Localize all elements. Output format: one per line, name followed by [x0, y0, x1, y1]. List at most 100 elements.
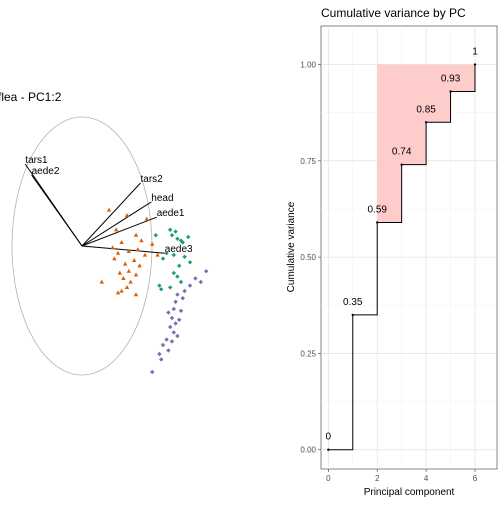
variable-label-head: head — [151, 193, 173, 204]
variable-label-tars2: tars2 — [141, 174, 164, 185]
point-series1-11 — [177, 263, 182, 268]
point-series2-16 — [175, 333, 180, 339]
point-series2-11 — [169, 315, 175, 321]
value-label: 0.85 — [416, 104, 436, 115]
point-series0-24 — [119, 288, 124, 293]
arrow-head — [81, 201, 152, 247]
arrow-aede3 — [81, 245, 165, 254]
point-series2-1 — [193, 276, 198, 281]
y-axis-ticks: 0.00 0.25 0.50 0.75 1.00 — [300, 61, 321, 455]
point-series0-23 — [124, 285, 130, 289]
point-series1-16 — [168, 285, 173, 290]
point-series1-9 — [182, 254, 187, 259]
y-tick-label: 0.75 — [300, 157, 316, 166]
x-tick-label: 2 — [375, 474, 380, 483]
step-marker — [424, 121, 428, 124]
x-tick-label: 0 — [326, 474, 331, 483]
y-tick-label: 0.50 — [300, 253, 316, 262]
point-series1-12 — [160, 256, 166, 261]
step-markers — [327, 63, 477, 451]
cumvar-panel: Cumulative variance by PC 00.350.590.740… — [286, 6, 498, 498]
variable-label-aede1: aede1 — [157, 208, 185, 219]
arrow-aede1 — [81, 216, 157, 247]
point-series2-3 — [187, 283, 193, 288]
point-series0-18 — [117, 270, 122, 275]
point-series0-4 — [133, 232, 139, 237]
point-series2-15 — [171, 330, 176, 335]
x-axis-ticks: 0 2 4 6 — [326, 469, 478, 483]
point-series0-2 — [114, 227, 119, 232]
x-tick-label: 4 — [424, 474, 429, 483]
value-label: 0.35 — [343, 297, 363, 308]
step-marker — [376, 221, 379, 224]
biplot-title: flea - PC1:2 — [0, 90, 62, 104]
point-series2-17 — [164, 337, 169, 342]
y-axis-label: Cumulative variance — [286, 201, 297, 292]
point-series1-10 — [187, 260, 193, 265]
point-series2-12 — [177, 317, 182, 322]
point-series2-20 — [157, 351, 162, 357]
x-axis-label: Principal component — [364, 487, 455, 498]
point-series1-18 — [159, 287, 164, 292]
point-series2-19 — [166, 348, 171, 353]
point-series0-22 — [99, 279, 104, 284]
point-series0-7 — [150, 241, 155, 246]
point-series0-27 — [155, 252, 160, 257]
point-series2-2 — [198, 279, 203, 285]
point-series0-3 — [144, 216, 149, 221]
point-series1-1 — [175, 236, 180, 241]
point-series0-6 — [139, 238, 144, 243]
value-label: 0.93 — [441, 73, 461, 84]
point-series0-16 — [137, 263, 142, 268]
x-tick-label: 6 — [473, 474, 478, 483]
step-marker — [327, 448, 330, 451]
arrow-aede2 — [31, 174, 83, 247]
point-series0-20 — [121, 276, 126, 280]
point-series0-10 — [135, 247, 140, 252]
arrow-tars2 — [81, 182, 141, 247]
point-series0-21 — [128, 279, 133, 284]
variable-label-aede2: aede2 — [32, 166, 60, 177]
point-series0-12 — [142, 252, 148, 257]
point-series0-5 — [119, 240, 124, 244]
point-series2-7 — [173, 299, 178, 304]
variable-label-aede3: aede3 — [165, 244, 193, 255]
point-series2-22 — [150, 369, 155, 375]
point-series1-7 — [164, 251, 169, 256]
point-series0-1 — [124, 213, 130, 217]
point-series1-14 — [171, 270, 176, 276]
point-series0-8 — [110, 245, 115, 250]
point-series0-26 — [133, 292, 139, 297]
point-series1-3 — [173, 229, 178, 234]
point-series1-6 — [168, 227, 173, 232]
variance-ellipse — [11, 116, 153, 376]
point-series2-14 — [168, 324, 173, 330]
point-series1-13 — [175, 274, 180, 279]
point-series2-18 — [160, 342, 166, 348]
value-label: 0.59 — [367, 204, 387, 215]
variable-label-tars1: tars1 — [25, 155, 48, 166]
point-series1-4 — [186, 234, 191, 240]
point-series0-0 — [106, 207, 112, 212]
point-series0-17 — [126, 268, 131, 273]
step-marker — [400, 163, 403, 166]
point-series0-13 — [132, 258, 137, 262]
point-series1-15 — [178, 279, 184, 285]
point-series1-5 — [178, 238, 184, 243]
point-series1-0 — [169, 233, 175, 238]
step-marker — [473, 63, 477, 66]
point-series1-19 — [153, 233, 158, 238]
point-series2-6 — [180, 296, 185, 301]
point-series0-19 — [133, 272, 139, 277]
point-series2-23 — [169, 339, 175, 344]
observation-points — [99, 207, 209, 375]
point-series2-8 — [171, 306, 176, 312]
step-marker — [351, 313, 354, 317]
point-series2-0 — [204, 269, 209, 274]
point-series1-8 — [171, 252, 176, 258]
point-series0-14 — [112, 256, 117, 261]
